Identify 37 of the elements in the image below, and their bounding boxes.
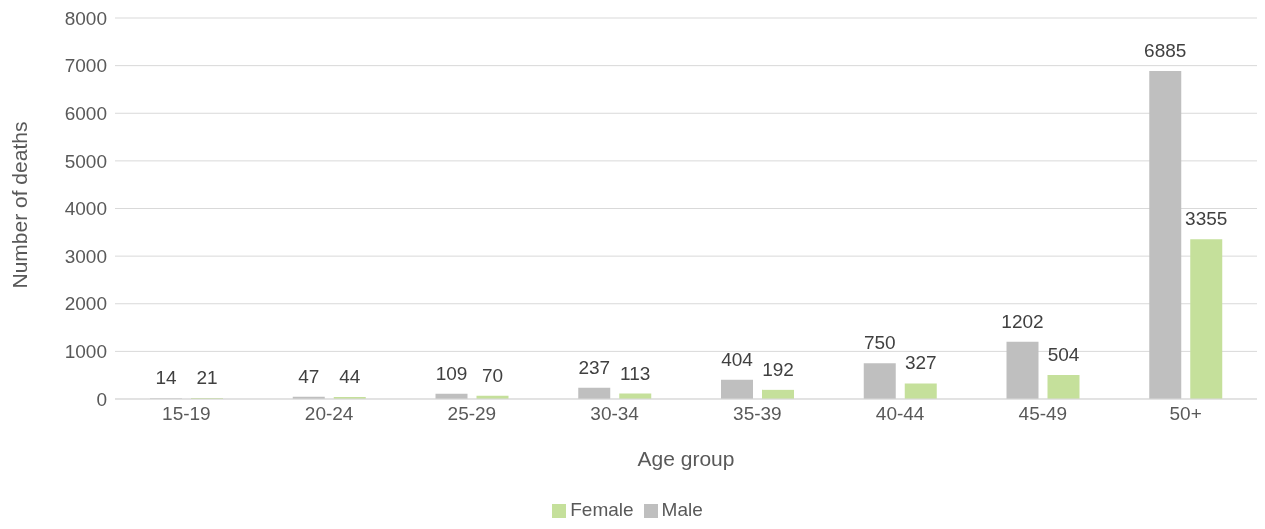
data-label: 327 bbox=[904, 352, 937, 374]
x-axis-title: Age group bbox=[637, 446, 735, 470]
data-label: 192 bbox=[762, 358, 794, 380]
legend-label: Female bbox=[570, 499, 634, 520]
x-tick-label: 50+ bbox=[1169, 403, 1202, 425]
data-label: 237 bbox=[578, 356, 611, 378]
y-tick-label: 7000 bbox=[64, 55, 107, 77]
y-axis-title: Number of deaths bbox=[8, 121, 32, 289]
y-tick-label: 2000 bbox=[64, 293, 107, 315]
data-label: 109 bbox=[435, 362, 468, 384]
x-tick-label: 30-34 bbox=[590, 403, 640, 425]
x-tick-label: 45-49 bbox=[1018, 403, 1068, 425]
data-label: 47 bbox=[298, 365, 320, 387]
y-tick-label: 1000 bbox=[64, 341, 107, 363]
data-label: 113 bbox=[620, 362, 651, 384]
y-tick-label: 5000 bbox=[64, 150, 107, 172]
data-label: 44 bbox=[339, 365, 361, 387]
x-tick-label: 40-44 bbox=[875, 403, 925, 425]
data-label: 1202 bbox=[1001, 310, 1044, 332]
x-tick-label: 25-29 bbox=[447, 403, 497, 425]
x-tick-label: 20-24 bbox=[304, 403, 354, 425]
data-label: 14 bbox=[155, 367, 177, 389]
data-label: 70 bbox=[481, 364, 504, 386]
x-tick-label: 15-19 bbox=[162, 403, 211, 425]
data-label: 3355 bbox=[1185, 208, 1228, 230]
legend-label: Male bbox=[661, 499, 703, 520]
y-tick-label: 6000 bbox=[64, 103, 107, 124]
x-tick-label: 35-39 bbox=[733, 403, 782, 425]
y-tick-label: 4000 bbox=[64, 198, 107, 220]
data-label: 404 bbox=[721, 348, 754, 370]
data-label: 504 bbox=[1047, 344, 1080, 365]
data-label: 750 bbox=[863, 332, 896, 354]
data-label: 21 bbox=[196, 367, 218, 388]
y-tick-label: 0 bbox=[96, 388, 107, 410]
y-tick-label: 8000 bbox=[64, 7, 107, 29]
data-label: 6885 bbox=[1144, 40, 1187, 62]
y-tick-label: 3000 bbox=[64, 245, 107, 267]
